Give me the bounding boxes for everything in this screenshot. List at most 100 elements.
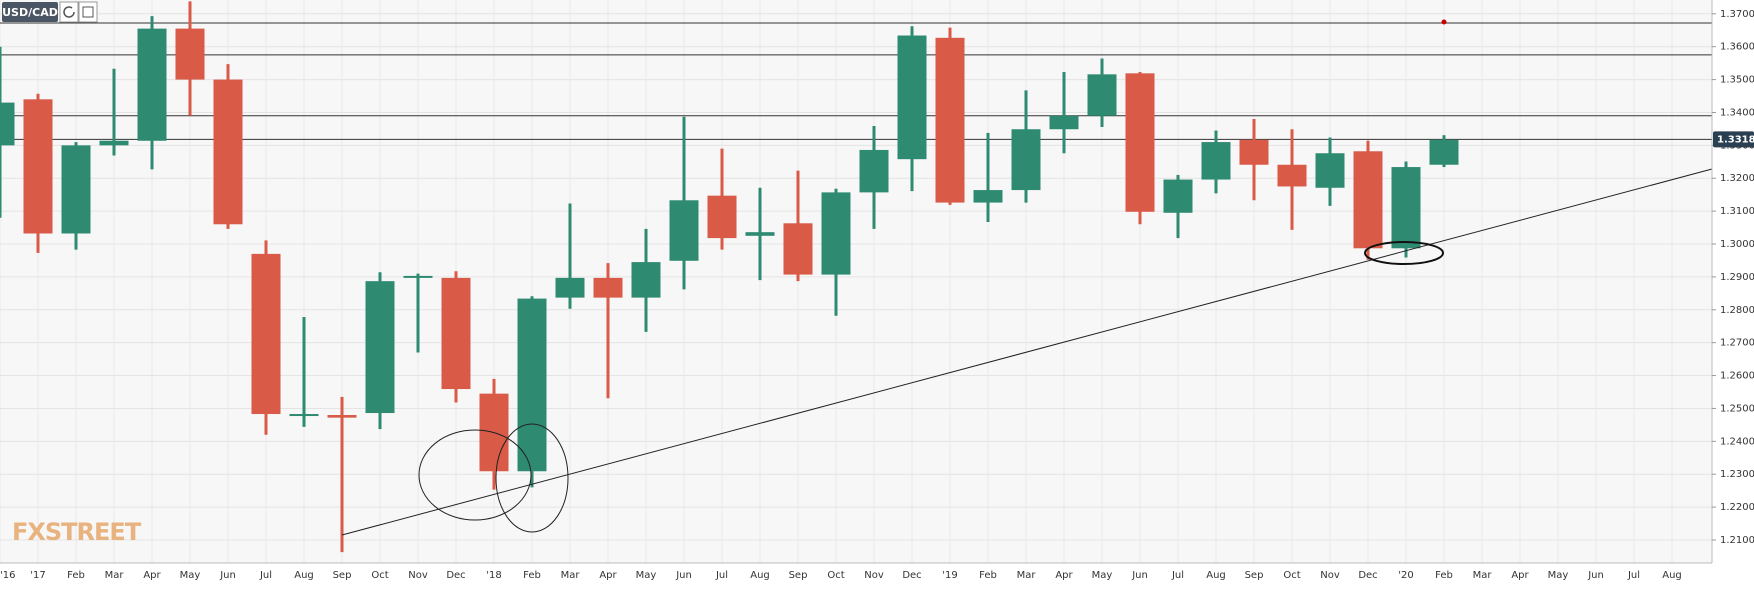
x-tick-label: Sep <box>1245 570 1264 581</box>
x-tick-label: Apr <box>143 570 161 581</box>
y-tick-label: 1.3600 <box>1720 42 1754 53</box>
candle-body <box>213 79 243 225</box>
candle-body <box>137 28 167 141</box>
x-tick-label: Nov <box>864 570 884 581</box>
candle-body <box>593 277 623 298</box>
plot-background <box>0 0 1712 563</box>
candle-body <box>1239 139 1269 165</box>
y-tick-label: 1.3100 <box>1720 206 1754 217</box>
x-tick-label: Aug <box>1206 570 1226 581</box>
chart-title: USD/CAD <box>2 6 58 19</box>
x-tick-label: Oct <box>371 570 388 581</box>
candle-body <box>365 281 395 414</box>
x-tick-label: Feb <box>1435 570 1453 581</box>
candle-body <box>175 28 205 80</box>
x-tick-label: Apr <box>599 570 617 581</box>
y-tick-label: 1.2700 <box>1720 338 1754 349</box>
y-tick-label: 1.2900 <box>1720 272 1754 283</box>
candle-body <box>1277 164 1307 187</box>
annotation-ellipse <box>418 429 532 521</box>
calendar-button[interactable] <box>78 1 98 23</box>
x-tick-label: Jun <box>675 570 692 581</box>
x-tick-label: Jul <box>715 570 728 581</box>
symbol-box[interactable] <box>2 2 58 22</box>
marker-dot <box>1441 19 1447 25</box>
candle-body <box>859 149 889 193</box>
x-tick-label: May <box>1548 570 1569 581</box>
candle-body <box>251 253 281 415</box>
candle-body <box>1429 139 1459 165</box>
candle-body <box>61 145 91 234</box>
candle-body <box>897 35 927 160</box>
candle-body <box>327 415 357 418</box>
x-tick-label: Feb <box>523 570 541 581</box>
x-tick-label: Jun <box>1131 570 1148 581</box>
x-tick-label: May <box>180 570 201 581</box>
x-tick-label: '16 <box>0 570 15 581</box>
x-tick-label: Sep <box>333 570 352 581</box>
x-tick-label: May <box>1092 570 1113 581</box>
candle-body <box>783 223 813 275</box>
x-tick-label: '19 <box>942 570 957 581</box>
y-tick-label: 1.3200 <box>1720 173 1754 184</box>
x-tick-label: Mar <box>1473 570 1493 581</box>
x-tick-label: Nov <box>1320 570 1340 581</box>
y-tick-label: 1.3700 <box>1720 9 1754 20</box>
candle-body <box>1201 142 1231 180</box>
x-tick-label: Dec <box>446 570 465 581</box>
y-tick-label: 1.2500 <box>1720 403 1754 414</box>
calendar-icon <box>82 6 94 18</box>
candle-body <box>669 200 699 261</box>
x-tick-label: Oct <box>1283 570 1300 581</box>
y-tick-label: 1.3500 <box>1720 75 1754 86</box>
candle-body <box>1125 73 1155 212</box>
x-tick-label: May <box>636 570 657 581</box>
candle-body <box>973 190 1003 203</box>
candle-body <box>289 414 319 417</box>
candle-body <box>631 262 661 298</box>
x-tick-label: Aug <box>750 570 770 581</box>
x-tick-label: Mar <box>561 570 581 581</box>
y-tick-label: 1.2600 <box>1720 371 1754 382</box>
y-tick-label: 1.2400 <box>1720 436 1754 447</box>
candle-body <box>1315 153 1345 188</box>
x-tick-label: Sep <box>789 570 808 581</box>
y-tick-label: 1.2200 <box>1720 502 1754 513</box>
candle-body <box>821 192 851 275</box>
x-tick-label: Mar <box>1017 570 1037 581</box>
y-tick-label: 1.3000 <box>1720 239 1754 250</box>
candle-body <box>0 102 15 146</box>
candle-body <box>935 37 965 203</box>
x-tick-label: Jul <box>1627 570 1640 581</box>
x-tick-label: '20 <box>1398 570 1413 581</box>
candle-body <box>1391 167 1421 249</box>
x-tick-label: Apr <box>1055 570 1073 581</box>
x-tick-label: Aug <box>294 570 314 581</box>
price-tag <box>1713 131 1754 148</box>
x-tick-label: Jun <box>1587 570 1604 581</box>
y-tick-label: 1.2300 <box>1720 469 1754 480</box>
candle-body <box>1163 179 1193 213</box>
x-tick-label: Oct <box>827 570 844 581</box>
candle-body <box>1049 115 1079 130</box>
x-tick-label: Apr <box>1511 570 1529 581</box>
candle-body <box>403 275 433 278</box>
candle-body <box>1353 151 1383 249</box>
marks <box>0 1 1712 553</box>
y-tick-label: 1.2100 <box>1720 535 1754 546</box>
x-tick-label: '17 <box>30 570 45 581</box>
x-tick-label: Feb <box>67 570 85 581</box>
refresh-button[interactable] <box>59 1 79 23</box>
candle-body <box>707 195 737 239</box>
candle-body <box>99 140 129 146</box>
x-tick-label: Jun <box>219 570 236 581</box>
refresh-icon <box>63 6 75 18</box>
candle-body <box>441 277 471 390</box>
candle-body <box>745 232 775 236</box>
y-tick-label: 1.2800 <box>1720 305 1754 316</box>
x-tick-label: Dec <box>1358 570 1377 581</box>
watermark: FXSTREET <box>12 518 142 546</box>
candle-body <box>23 99 53 234</box>
x-tick-label: Dec <box>902 570 921 581</box>
